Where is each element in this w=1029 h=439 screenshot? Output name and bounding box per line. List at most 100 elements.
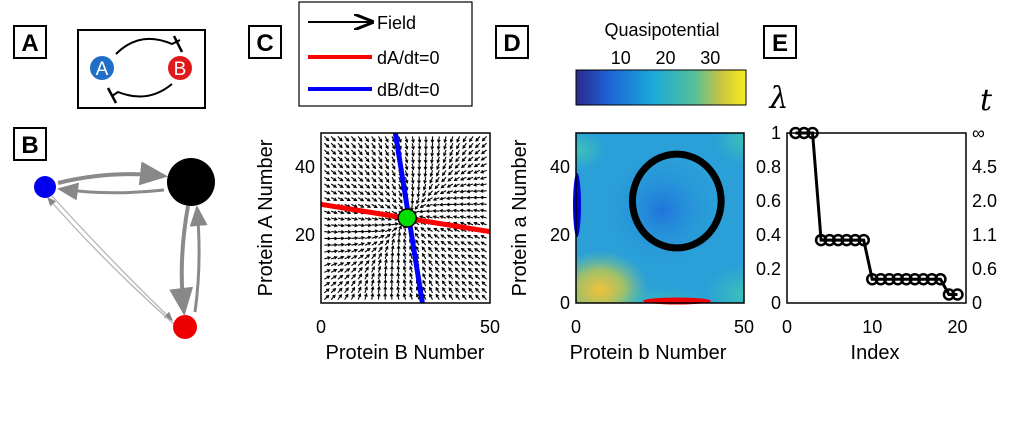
field-arrowhead [333,262,338,266]
field-arrowhead [441,280,446,285]
field-arrowhead [474,267,479,272]
field-arrowhead [432,209,437,213]
field-arrowhead [446,184,451,188]
field-arrowhead [376,292,381,297]
field-arrowhead [481,274,486,279]
field-arrowhead [334,236,339,241]
field-arrowhead [340,197,345,201]
field-arrowhead [428,266,433,271]
field-arrowhead [435,179,439,184]
panel-c: C Field dA/dt=0 dB/dt=0 0 50 20 40 Protein … [248,1,500,364]
field-arrowhead [360,242,365,246]
field-arrowhead [392,199,397,203]
field-arrowhead [411,139,415,144]
field-arrowhead [353,197,358,202]
field-arrowhead [352,178,357,182]
eigenvalue-marker [806,126,819,140]
field-arrowhead [367,242,372,246]
field-arrowhead [417,153,422,158]
field-arrowhead [436,172,440,177]
field-arrowhead [345,287,349,292]
field-arrowhead [461,267,466,272]
field-arrowhead [424,146,428,151]
field-arrowhead [345,137,350,142]
field-arrowhead [333,275,337,279]
eigenvalue-marker [934,272,947,286]
field-arrowhead [380,204,385,209]
field-arrowhead [422,266,426,271]
field-arrowhead [358,138,363,143]
field-arrowhead [453,234,458,239]
field-arrowhead [386,233,391,238]
field-arrowhead [432,215,437,219]
field-arrowhead [332,151,337,155]
field-arrowhead [411,159,415,164]
field-arrowhead [347,236,352,241]
field-arrowhead [402,272,407,277]
field-arrowhead [443,139,448,144]
field-arrowhead [417,166,422,171]
field-arrowhead [459,221,464,226]
plot-d-xtick: 50 [734,317,754,337]
panel-d-label: D [503,30,520,57]
field-arrowhead [390,265,394,270]
field-arrowhead [325,151,330,155]
field-arrowhead [404,179,409,184]
plot-d-xtick: 0 [571,317,581,337]
field-arrowhead [346,171,351,175]
field-arrowhead [428,186,433,191]
field-arrowhead [410,193,415,198]
field-arrowhead [445,208,450,213]
t-symbol: t [980,83,993,118]
field-arrowhead [402,258,407,263]
field-arrowhead [466,208,471,213]
field-arrowhead [365,151,370,156]
field-arrowhead [370,292,375,297]
field-arrowhead [347,223,352,228]
field-arrowhead [325,288,330,292]
field-arrowhead [341,236,345,241]
field-arrowhead [441,260,446,265]
field-arrowhead [425,215,430,219]
field-arrowhead [333,184,338,188]
field-arrowhead [414,226,418,231]
field-arrowhead [352,144,356,149]
field-arrowhead [440,240,445,245]
field-arrowhead [333,269,338,273]
field-arrowhead [367,217,372,221]
field-arrowhead [365,165,370,169]
plot-d-ylabel: Protein a Number [509,139,531,296]
field-arrowhead [479,189,484,193]
field-arrowhead [345,274,350,279]
plot-e-ytick: 0.2 [756,259,781,279]
field-arrowhead [429,173,434,178]
field-arrowhead [409,259,413,264]
field-arrowhead [359,267,363,271]
field-arrowhead [460,241,465,245]
field-arrowhead [436,139,441,144]
field-arrowhead [472,202,477,206]
field-arrowhead [346,184,351,189]
field-arrowhead [427,246,432,251]
field-arrowhead [396,251,401,256]
plot-d-ytick: 0 [560,293,570,313]
field-arrowhead [380,235,385,239]
field-arrowhead [427,233,432,238]
field-arrowhead [442,159,447,164]
field-arrowhead [339,184,344,188]
field-arrowhead [339,281,343,285]
field-arrowhead [332,281,337,286]
field-arrowhead [480,169,485,174]
field-arrowhead [334,249,339,254]
plot-d-ytick: 20 [550,225,570,245]
field-arrowhead [474,150,479,155]
field-arrowhead [367,235,372,240]
field-arrowhead [461,274,466,278]
field-arrowhead [440,234,445,238]
plot-e-right-tick: 2.0 [972,191,997,211]
field-arrowhead [435,286,439,291]
field-arrowhead [467,267,472,272]
field-arrowhead [340,191,344,195]
field-arrowhead [446,190,451,194]
